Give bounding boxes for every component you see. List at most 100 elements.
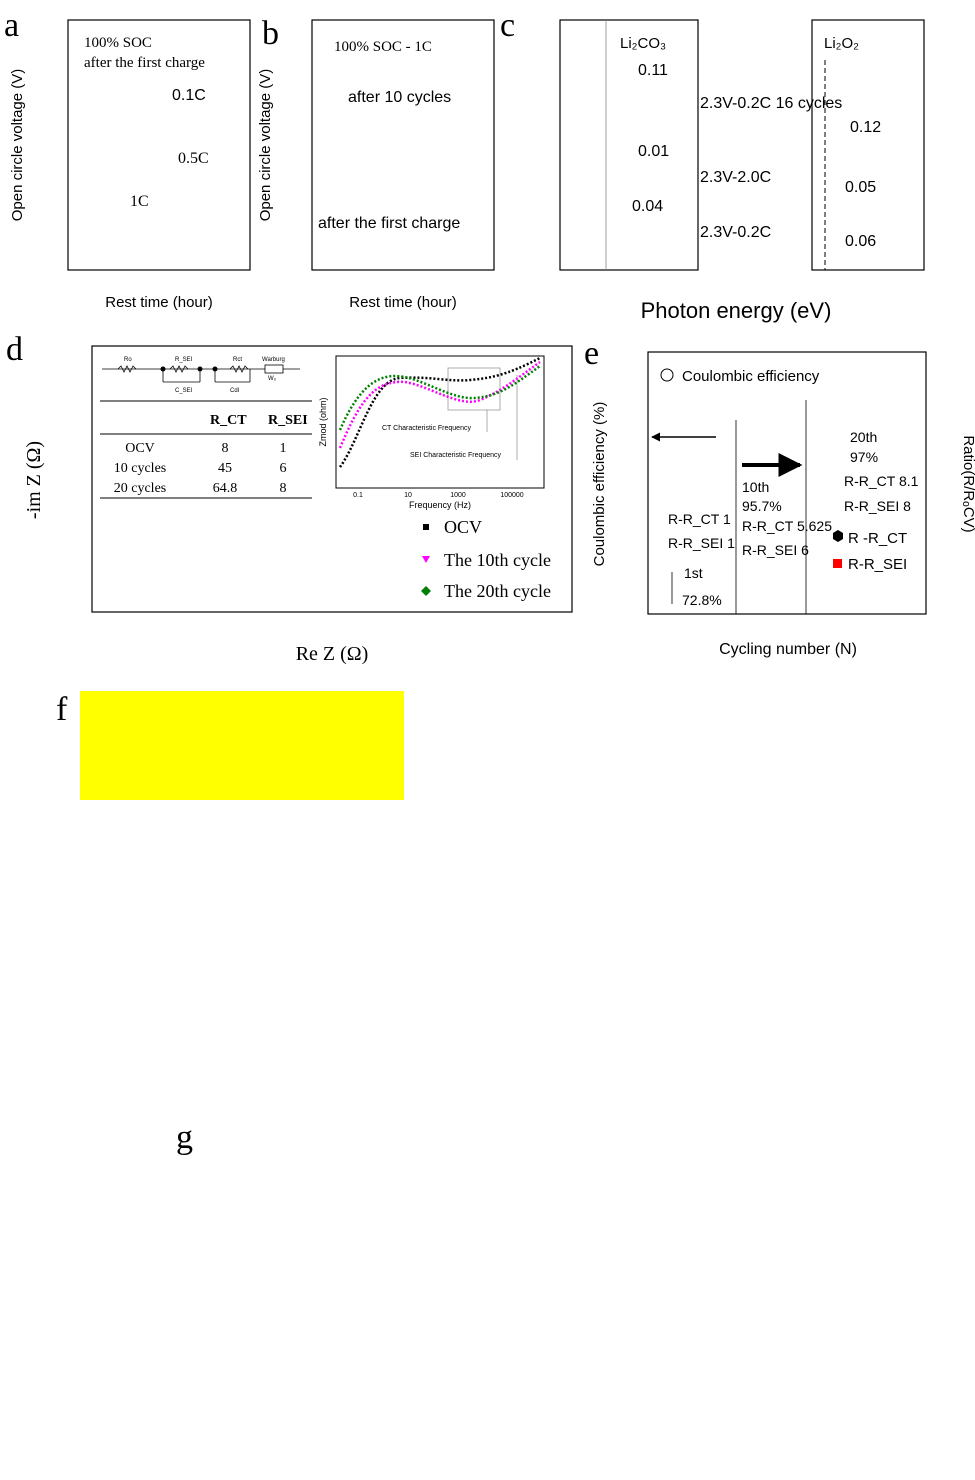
panel-e: Coulombic efficiency R -R_CT R-R_SEI R-R… xyxy=(591,351,975,658)
panel-a-label-01c: 0.1C xyxy=(172,87,206,104)
e-annot-10th: 10th xyxy=(742,479,769,495)
panel-c-right-value-1: 0.12 xyxy=(850,119,881,136)
e-annot-1st-ce: 72.8% xyxy=(682,592,722,608)
e-annot-1st-rsei: R-R_SEI 1 xyxy=(668,535,735,551)
panel-d-legend: OCV The 10th cycle The 20th cycle xyxy=(421,517,551,601)
legend-label-ce: Coulombic efficiency xyxy=(682,368,820,385)
table-cell: 45 xyxy=(218,461,232,476)
panel-a-label-05c: 0.5C xyxy=(178,150,209,167)
panel-b-xlabel: Rest time (hour) xyxy=(349,294,457,311)
panel-label-e: e xyxy=(584,335,599,372)
legend-marker-ce xyxy=(660,368,674,382)
panel-b-label-10cycles: after 10 cycles xyxy=(348,89,451,106)
inset-tick-label: 100000 xyxy=(500,492,523,499)
e-annot-10th-ce: 95.7% xyxy=(742,498,782,514)
table-cell: 20 cycles xyxy=(114,481,166,496)
circuit-label-ro: Ro xyxy=(124,357,132,363)
panel-a: 100% SOC after the first charge 0.1C 0.5… xyxy=(9,19,251,311)
inset-annotation-sei: SEI Characteristic Frequency xyxy=(410,452,502,459)
legend-label-rct: R -R_CT xyxy=(848,530,907,547)
panel-b-label-first: after the first charge xyxy=(318,215,460,232)
inset-tick-label: 1000 xyxy=(450,492,466,499)
panel-label-a: a xyxy=(4,7,19,44)
inset-tick-label: 0.1 xyxy=(353,492,363,499)
table-cell: 10 cycles xyxy=(114,461,166,476)
inset-annotation-ct: CT Characteristic Frequency xyxy=(382,425,471,432)
e-annot-1st: 1st xyxy=(684,565,703,581)
inset-tick-label: 10 xyxy=(404,492,412,499)
panel-d-inset-table: R_CT R_SEI OCV 8 1 10 cycles 45 6 20 cyc… xyxy=(100,400,312,499)
legend-label-20th: The 20th cycle xyxy=(444,581,551,601)
inset-ylabel: Zmod (ohm) xyxy=(318,397,328,446)
legend-label-ocv: OCV xyxy=(444,517,482,537)
panel-c-left-value-3: 0.04 xyxy=(632,198,663,215)
panel-c-xlabel: Photon energy (eV) xyxy=(641,298,832,323)
panel-c-series-label-2: 2.3V-2.0C xyxy=(700,169,771,186)
panel-d-ylabel: -im Z (Ω) xyxy=(23,441,45,519)
circuit-label-rct: Rct xyxy=(233,357,242,363)
panel-c-left-value-1: 0.11 xyxy=(638,62,668,79)
panel-c-peak-li2co3: Li₂CO₃ xyxy=(620,35,666,52)
panel-e-frame xyxy=(647,351,927,615)
circuit-label-rsei: R_SEI xyxy=(175,357,193,363)
legend-label-rsei: R-R_SEI xyxy=(848,556,907,573)
panel-b-annotation: 100% SOC - 1C xyxy=(334,39,432,55)
e-annot-1st-rct: R-R_CT 1 xyxy=(668,511,731,527)
inset-curve-20th xyxy=(338,364,541,431)
panel-a-frame xyxy=(67,19,251,271)
circuit-label-csei: C_SEI xyxy=(175,388,193,394)
panel-d-frame xyxy=(91,345,573,613)
e-annot-20th-rct: R-R_CT 8.1 xyxy=(844,473,919,489)
e-annot-20th: 20th xyxy=(850,429,877,445)
panel-b: 100% SOC - 1C after 10 cycles after the … xyxy=(257,19,495,311)
table-cell: 1 xyxy=(280,441,287,456)
panel-d: Ro R_SEI C_SEI Rct Cdl Warburg W₀ R_CT R… xyxy=(23,345,573,665)
inset-xlabel: Frequency (Hz) xyxy=(409,500,471,510)
panel-c-right-value-3: 0.06 xyxy=(845,233,876,250)
panel-a-annotation-soc: 100% SOC xyxy=(84,35,152,51)
panel-c-left-value-2: 0.01 xyxy=(638,143,669,160)
panel-a-ylabel: Open circle voltage (V) xyxy=(9,69,26,222)
panel-c-series-label-1: 2.3V-0.2C 16 cycles xyxy=(700,95,842,112)
circuit-label-w0: W₀ xyxy=(268,376,277,382)
table-header-rsei: R_SEI xyxy=(268,413,308,428)
e-annot-10th-rct: R-R_CT 5.625 xyxy=(742,518,832,534)
panel-c-right-frame xyxy=(811,19,925,271)
e-annot-20th-ce: 97% xyxy=(850,449,878,465)
table-cell: 8 xyxy=(280,481,287,496)
panel-d-inset-plot: CT Characteristic Frequency SEI Characte… xyxy=(318,355,545,510)
panel-b-ylabel: Open circle voltage (V) xyxy=(257,69,274,222)
panel-label-b: b xyxy=(262,15,279,52)
panel-a-label-1c: 1C xyxy=(130,193,149,210)
panel-e-xlabel: Cycling number (N) xyxy=(719,641,857,658)
inset-curve-ocv xyxy=(338,356,541,468)
panel-label-f: f xyxy=(56,691,68,728)
legend-marker-rct xyxy=(833,530,843,542)
panel-label-c: c xyxy=(500,7,515,44)
panel-c-left-frame xyxy=(559,19,699,271)
legend-marker-ocv xyxy=(423,524,429,530)
inset-curve-10th xyxy=(338,360,541,449)
legend-marker-10th xyxy=(422,556,430,563)
panel-d-circuit: Ro R_SEI C_SEI Rct Cdl Warburg W₀ xyxy=(102,357,300,394)
e-annot-10th-rsei: R-R_SEI 6 xyxy=(742,542,809,558)
legend-marker-rsei xyxy=(833,559,842,568)
panel-b-frame xyxy=(311,19,495,271)
legend-label-10th: The 10th cycle xyxy=(444,550,551,570)
panel-e-ylabel: Coulombic efficiency (%) xyxy=(591,402,608,567)
table-cell: OCV xyxy=(125,441,155,456)
panel-a-annotation-charge: after the first charge xyxy=(84,55,205,71)
panel-label-d: d xyxy=(6,331,23,368)
panel-label-g: g xyxy=(176,1119,193,1156)
legend-marker-20th xyxy=(421,586,431,596)
panel-c-right-value-2: 0.05 xyxy=(845,179,876,196)
panel-c: Li₂CO₃ 0.11 0.01 0.04 2.3V-0.2C 16 cycle… xyxy=(559,19,925,323)
circuit-label-warburg: Warburg xyxy=(262,357,285,363)
panel-e-ylabel-right: Ratio(R/RₒCV) xyxy=(960,435,975,532)
panel-d-xlabel: Re Z (Ω) xyxy=(296,643,369,665)
panel-c-series-label-3: 2.3V-0.2C xyxy=(700,224,771,241)
circuit-label-cdl: Cdl xyxy=(230,388,239,394)
table-cell: 6 xyxy=(280,461,287,476)
panel-a-xlabel: Rest time (hour) xyxy=(105,294,213,311)
